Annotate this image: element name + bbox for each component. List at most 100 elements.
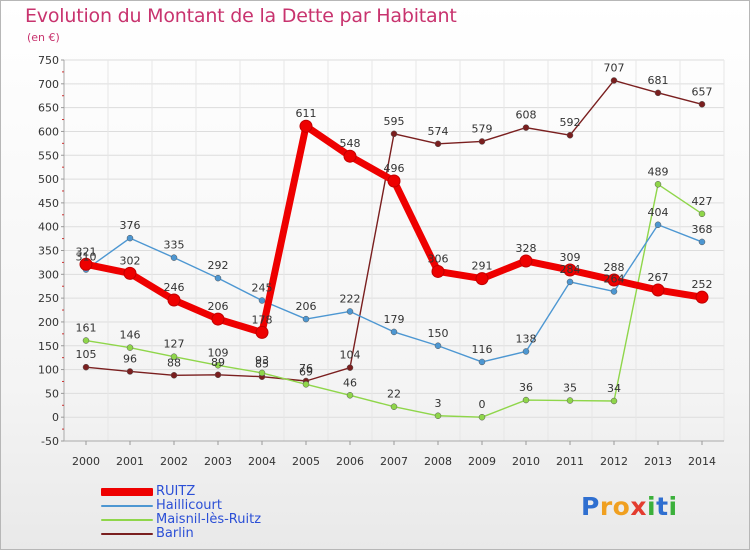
data-label: 376 <box>120 219 141 232</box>
y-tick-label: 700 <box>38 78 59 91</box>
data-point <box>255 325 269 339</box>
data-point <box>519 254 533 268</box>
y-tick-label: 100 <box>38 364 59 377</box>
data-point <box>346 364 354 371</box>
data-point <box>211 312 225 326</box>
y-axis-ticks: -50 0 50 100 150 200 250 300 350 400 450 500 550 600 6… <box>38 54 64 448</box>
data-label: 127 <box>164 338 185 351</box>
logo-letter: x <box>630 492 647 521</box>
x-tick-label: 2007 <box>380 455 408 468</box>
data-point <box>346 308 354 315</box>
data-label: 138 <box>516 332 537 345</box>
data-label: 89 <box>211 356 225 369</box>
data-label: 161 <box>76 322 97 335</box>
data-point <box>607 273 621 287</box>
data-point <box>302 315 310 323</box>
data-label: 321 <box>76 245 97 258</box>
data-point <box>126 368 134 375</box>
data-point <box>654 89 662 97</box>
data-label: 306 <box>428 252 449 265</box>
data-point <box>654 181 662 188</box>
logo-letter: o <box>612 492 631 521</box>
data-label: 3 <box>435 397 442 410</box>
legend-label: RUITZ <box>156 484 196 499</box>
data-label: 206 <box>208 300 229 313</box>
data-point <box>522 348 530 355</box>
data-label: 36 <box>519 381 533 394</box>
y-tick-label: 600 <box>38 125 59 138</box>
data-point <box>475 272 489 286</box>
x-tick-label: 2000 <box>72 455 100 468</box>
data-point <box>126 344 134 351</box>
data-label: 222 <box>340 292 361 305</box>
x-tick-label: 2010 <box>512 455 540 468</box>
data-label: 657 <box>692 85 713 98</box>
x-tick-label: 2004 <box>248 455 276 468</box>
data-label: 496 <box>384 162 405 175</box>
data-point <box>478 138 486 145</box>
x-axis-ticks: 2000 2001 2002 2003 2004 2005 2006 2007 2008 2009… <box>72 441 716 468</box>
y-tick-label: 350 <box>38 245 59 258</box>
data-point <box>258 369 266 377</box>
data-point <box>566 397 574 404</box>
y-tick-label: 200 <box>38 316 59 329</box>
data-label: 76 <box>299 362 313 375</box>
data-point <box>79 257 93 271</box>
logo-letter: P <box>581 492 600 521</box>
data-label: 427 <box>692 195 713 208</box>
x-tick-label: 2011 <box>556 455 584 468</box>
data-point <box>698 101 706 108</box>
data-point <box>82 337 90 344</box>
x-tick-label: 2012 <box>600 455 628 468</box>
data-point <box>434 342 442 349</box>
data-label: 284 <box>560 263 581 276</box>
data-point <box>610 397 618 405</box>
data-label: 681 <box>648 74 669 87</box>
data-point <box>299 119 313 133</box>
data-label: 96 <box>123 352 137 365</box>
x-tick-label: 2008 <box>424 455 452 468</box>
legend-item: Maisnil-lès-Ruitz <box>101 512 361 528</box>
legend-item: Barlin <box>101 526 361 542</box>
chart-subtitle: (en €) <box>27 31 60 44</box>
data-label: 595 <box>384 115 405 128</box>
legend-swatch <box>101 519 153 521</box>
data-point <box>170 372 178 379</box>
data-point <box>566 131 574 139</box>
data-label: 104 <box>340 349 361 362</box>
data-label: 548 <box>340 137 361 150</box>
y-tick-label: 400 <box>38 221 59 234</box>
data-label: 288 <box>604 261 625 274</box>
data-label: 574 <box>428 125 449 138</box>
data-label: 368 <box>692 223 713 236</box>
data-label: 109 <box>208 346 229 359</box>
data-label: 69 <box>299 365 313 378</box>
legend-label: Barlin <box>156 526 194 541</box>
x-tick-label: 2005 <box>292 455 320 468</box>
data-label: 335 <box>164 239 185 252</box>
y-tick-label: 300 <box>38 268 59 281</box>
data-label: 328 <box>516 242 537 255</box>
logo-letter: r <box>599 492 613 521</box>
data-label: 404 <box>648 206 669 219</box>
x-tick-label: 2009 <box>468 455 496 468</box>
data-point <box>258 297 266 304</box>
data-label: 22 <box>387 388 401 401</box>
x-tick-label: 2002 <box>160 455 188 468</box>
data-label: 302 <box>120 254 141 267</box>
data-label: 0 <box>479 398 486 411</box>
data-point <box>170 254 178 261</box>
data-label: 579 <box>472 122 493 135</box>
data-point <box>434 412 442 420</box>
x-tick-label: 2014 <box>688 455 716 468</box>
data-label: 246 <box>164 281 185 294</box>
data-point <box>343 149 357 163</box>
data-point <box>478 358 486 366</box>
data-label: 150 <box>428 327 449 340</box>
data-label: 592 <box>560 116 581 129</box>
data-point <box>214 274 222 282</box>
data-point <box>126 234 134 242</box>
data-point <box>522 396 530 404</box>
data-label: 267 <box>648 271 669 284</box>
